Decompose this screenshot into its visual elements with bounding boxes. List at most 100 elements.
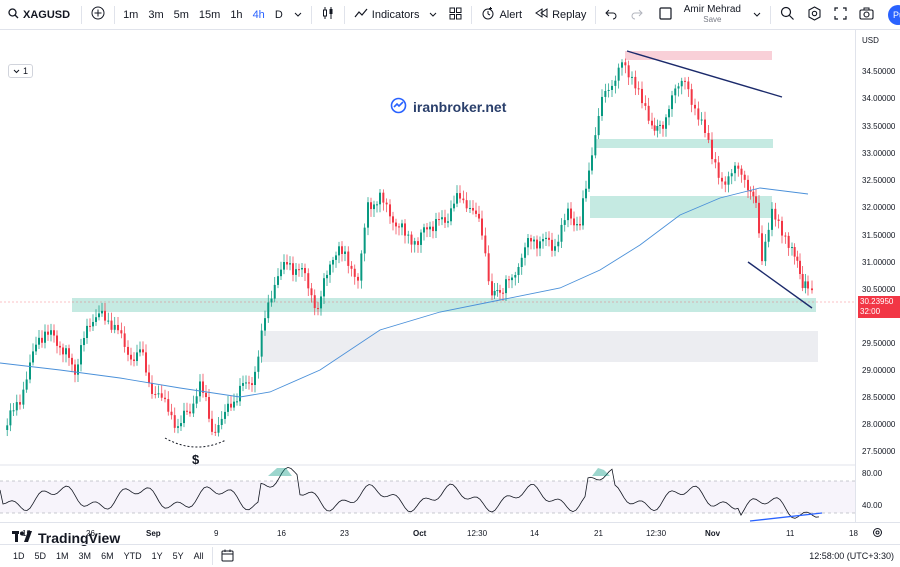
price-scale[interactable]: USD 34.50000 34.00000 33.50000 33.00000 … — [855, 30, 900, 522]
last-price-tag: 30.23950 32:00 — [858, 296, 900, 318]
time-tick: Sep — [146, 529, 161, 538]
timeframe-5m[interactable]: 5m — [173, 8, 189, 21]
candle-body — [313, 295, 316, 309]
chart-type-button[interactable] — [315, 0, 341, 30]
chart-canvas[interactable]: $ — [0, 30, 855, 543]
candle-body — [9, 410, 12, 426]
rsi-tick: 40.00 — [862, 501, 883, 510]
layouts-button[interactable] — [443, 0, 468, 30]
goto-date-button[interactable] — [216, 549, 239, 564]
candle-body — [15, 402, 18, 411]
demand-zone — [262, 331, 818, 362]
timeframe-15m[interactable]: 15m — [198, 8, 221, 21]
candle-body — [727, 176, 730, 185]
candle-body — [47, 331, 49, 335]
price-tick: 27.50000 — [862, 447, 896, 456]
range-6m[interactable]: 6M — [101, 551, 114, 561]
candle-body — [350, 265, 353, 269]
candle-body — [737, 165, 740, 169]
candle-body — [273, 284, 276, 299]
currency-label[interactable]: USD — [862, 36, 879, 45]
range-1m[interactable]: 1M — [56, 551, 69, 561]
last-price-value: 30.23950 — [860, 297, 894, 306]
candle-body — [694, 104, 696, 109]
tradingview-logo-text: TradingView — [38, 530, 121, 546]
replay-icon — [534, 6, 548, 23]
candle-body — [107, 320, 110, 322]
candle-body — [793, 247, 796, 257]
candle-body — [310, 288, 313, 296]
candle-body — [376, 204, 378, 206]
candle-body — [475, 210, 477, 214]
candle-body — [684, 80, 686, 82]
candle-body — [447, 221, 449, 223]
tradingview-logo-icon — [12, 530, 32, 546]
range-5d[interactable]: 5D — [34, 551, 47, 561]
axis-settings-icon[interactable] — [872, 527, 883, 541]
alarm-clock-icon — [481, 6, 495, 23]
fullscreen-button[interactable] — [828, 0, 853, 30]
divider — [310, 5, 312, 24]
chevron-down-icon — [429, 9, 437, 21]
alert-button[interactable]: Alert — [475, 0, 528, 30]
candle-body — [493, 290, 496, 296]
replay-button[interactable]: Replay — [528, 0, 592, 30]
settings-button[interactable] — [801, 0, 828, 30]
price-tick: 31.50000 — [862, 231, 896, 240]
time-tick: 11 — [786, 529, 795, 538]
range-3m[interactable]: 3M — [78, 551, 92, 561]
candle-body — [224, 411, 226, 419]
divider — [114, 5, 116, 24]
candle-body — [450, 208, 452, 222]
indicators-label: Indicators — [371, 8, 420, 21]
clock-timezone[interactable]: 12:58:00 (UTC+3:30) — [809, 551, 894, 561]
timeframe-4h[interactable]: 4h — [252, 8, 265, 21]
timeframe-1m[interactable]: 1m — [123, 8, 139, 21]
candle-body — [511, 277, 513, 281]
candle-body — [127, 346, 129, 355]
candle-body — [496, 290, 499, 292]
candle-body — [680, 80, 683, 87]
legend-toggle[interactable]: 1 — [8, 64, 34, 78]
range-5y[interactable]: 5Y — [172, 551, 184, 561]
candle-body — [508, 279, 510, 281]
quick-search-button[interactable] — [774, 0, 801, 30]
candle-body — [214, 431, 217, 433]
candle-body — [98, 313, 100, 318]
candle-body — [462, 198, 465, 201]
range-1y[interactable]: 1Y — [151, 551, 163, 561]
price-tick: 29.50000 — [862, 339, 896, 348]
candle-body — [6, 425, 9, 430]
candle-body — [624, 62, 627, 66]
layout-select-checkbox[interactable] — [653, 0, 678, 30]
divider — [595, 5, 597, 24]
candle-body — [389, 204, 391, 217]
candle-body — [787, 235, 790, 248]
symbol-search[interactable]: XAGUSD — [0, 0, 78, 30]
time-axis[interactable]: 19 26 Sep 9 16 23 Oct 12:30 14 21 12:30 … — [0, 522, 900, 544]
tradingview-logo[interactable]: TradingView — [12, 530, 120, 546]
time-tick: Nov — [705, 529, 721, 538]
candle-body — [604, 90, 607, 97]
timeframe-dropdown[interactable] — [288, 0, 308, 30]
timeframe-3m[interactable]: 3m — [148, 8, 164, 21]
chart-pane[interactable]: $ 1 iranbroker.net TradingView — [0, 30, 900, 546]
candle-body — [811, 288, 813, 291]
timeframe-d[interactable]: D — [274, 8, 283, 21]
divider — [471, 5, 473, 24]
undo-button[interactable] — [599, 0, 624, 30]
range-all[interactable]: All — [193, 551, 204, 561]
compare-symbol-button[interactable] — [85, 0, 111, 30]
range-ytd[interactable]: YTD — [123, 551, 142, 561]
snapshot-button[interactable] — [853, 0, 880, 30]
indicators-button[interactable]: Indicators — [348, 0, 444, 30]
redo-button[interactable] — [624, 0, 649, 30]
candle-body — [130, 354, 132, 360]
layout-name[interactable]: Amir Mehrad Save — [678, 4, 747, 25]
candle-body — [12, 410, 15, 412]
range-1d[interactable]: 1D — [13, 551, 25, 561]
publish-button[interactable]: Pu — [888, 4, 900, 25]
dollar-mark: $ — [192, 452, 200, 467]
timeframe-1h[interactable]: 1h — [230, 8, 243, 21]
layout-dropdown[interactable] — [747, 0, 767, 30]
